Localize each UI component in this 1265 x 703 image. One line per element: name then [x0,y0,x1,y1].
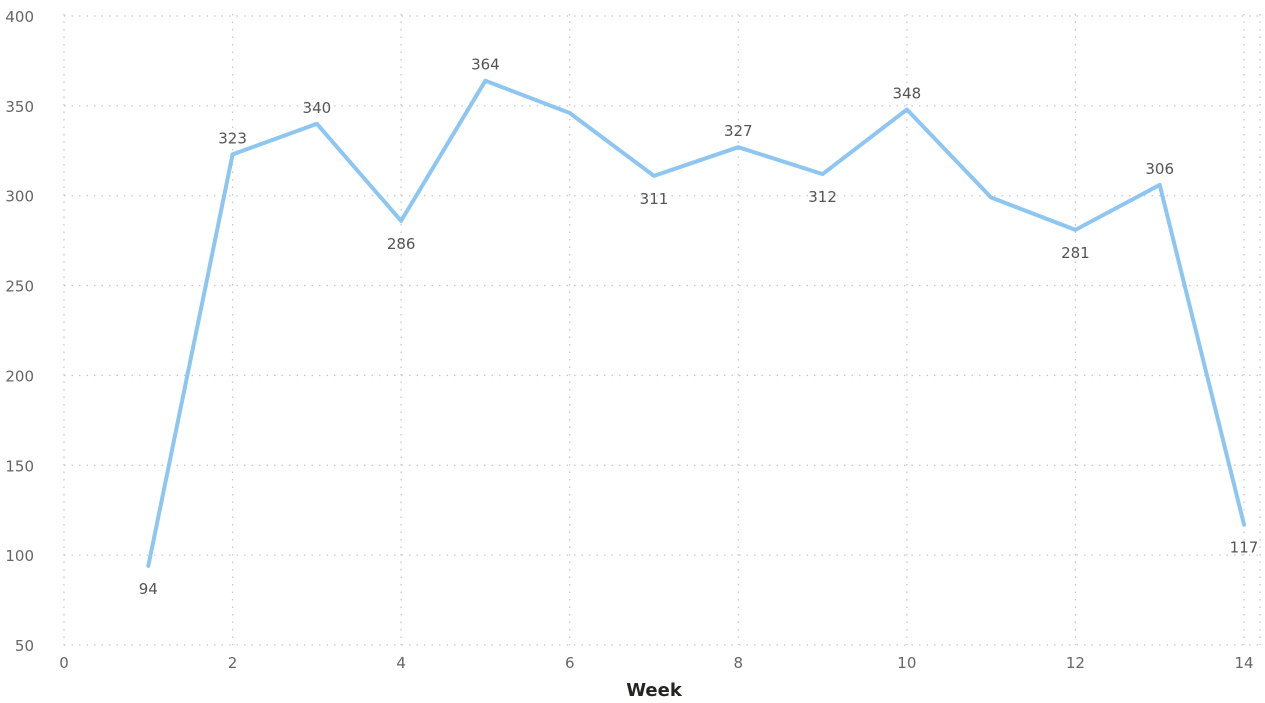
series-layer [146,78,1246,568]
gridlines [63,14,1262,646]
axis-tick-labels: 50 100 150 200 250 300 350 400 0 2 4 6 8 10 12 14 [5,8,1253,672]
data-label: 364 [471,56,500,74]
y-tick-label: 350 [5,98,34,116]
x-tick-label: 6 [565,654,575,672]
data-label: 311 [640,190,669,208]
data-label: 281 [1061,244,1090,262]
y-tick-label: 100 [5,547,34,565]
y-tick-label: 250 [5,278,34,296]
x-tick-label: 8 [734,654,744,672]
y-tick-label: 400 [5,8,34,26]
data-label: 327 [724,122,753,140]
data-label: 117 [1230,539,1259,557]
x-tick-label: 10 [897,654,916,672]
series-line [146,78,1246,568]
x-tick-label: 12 [1066,654,1085,672]
data-label: 286 [387,235,416,253]
data-label: 312 [808,188,837,206]
y-tick-label: 50 [15,637,34,655]
data-label: 94 [139,580,158,598]
data-label: 348 [893,84,922,102]
x-tick-label: 2 [228,654,238,672]
x-tick-label: 14 [1234,654,1253,672]
data-label: 306 [1145,160,1174,178]
y-tick-label: 150 [5,457,34,475]
x-tick-label: 4 [396,654,406,672]
x-tick-label: 0 [59,654,69,672]
y-tick-label: 300 [5,188,34,206]
y-tick-label: 200 [5,367,34,385]
data-labels: 94 323 340 286 364 311 327 312 348 281 306 117 [139,56,1259,598]
data-label: 323 [218,129,247,147]
data-label: 340 [303,99,332,117]
x-axis-title: Week [626,680,683,699]
